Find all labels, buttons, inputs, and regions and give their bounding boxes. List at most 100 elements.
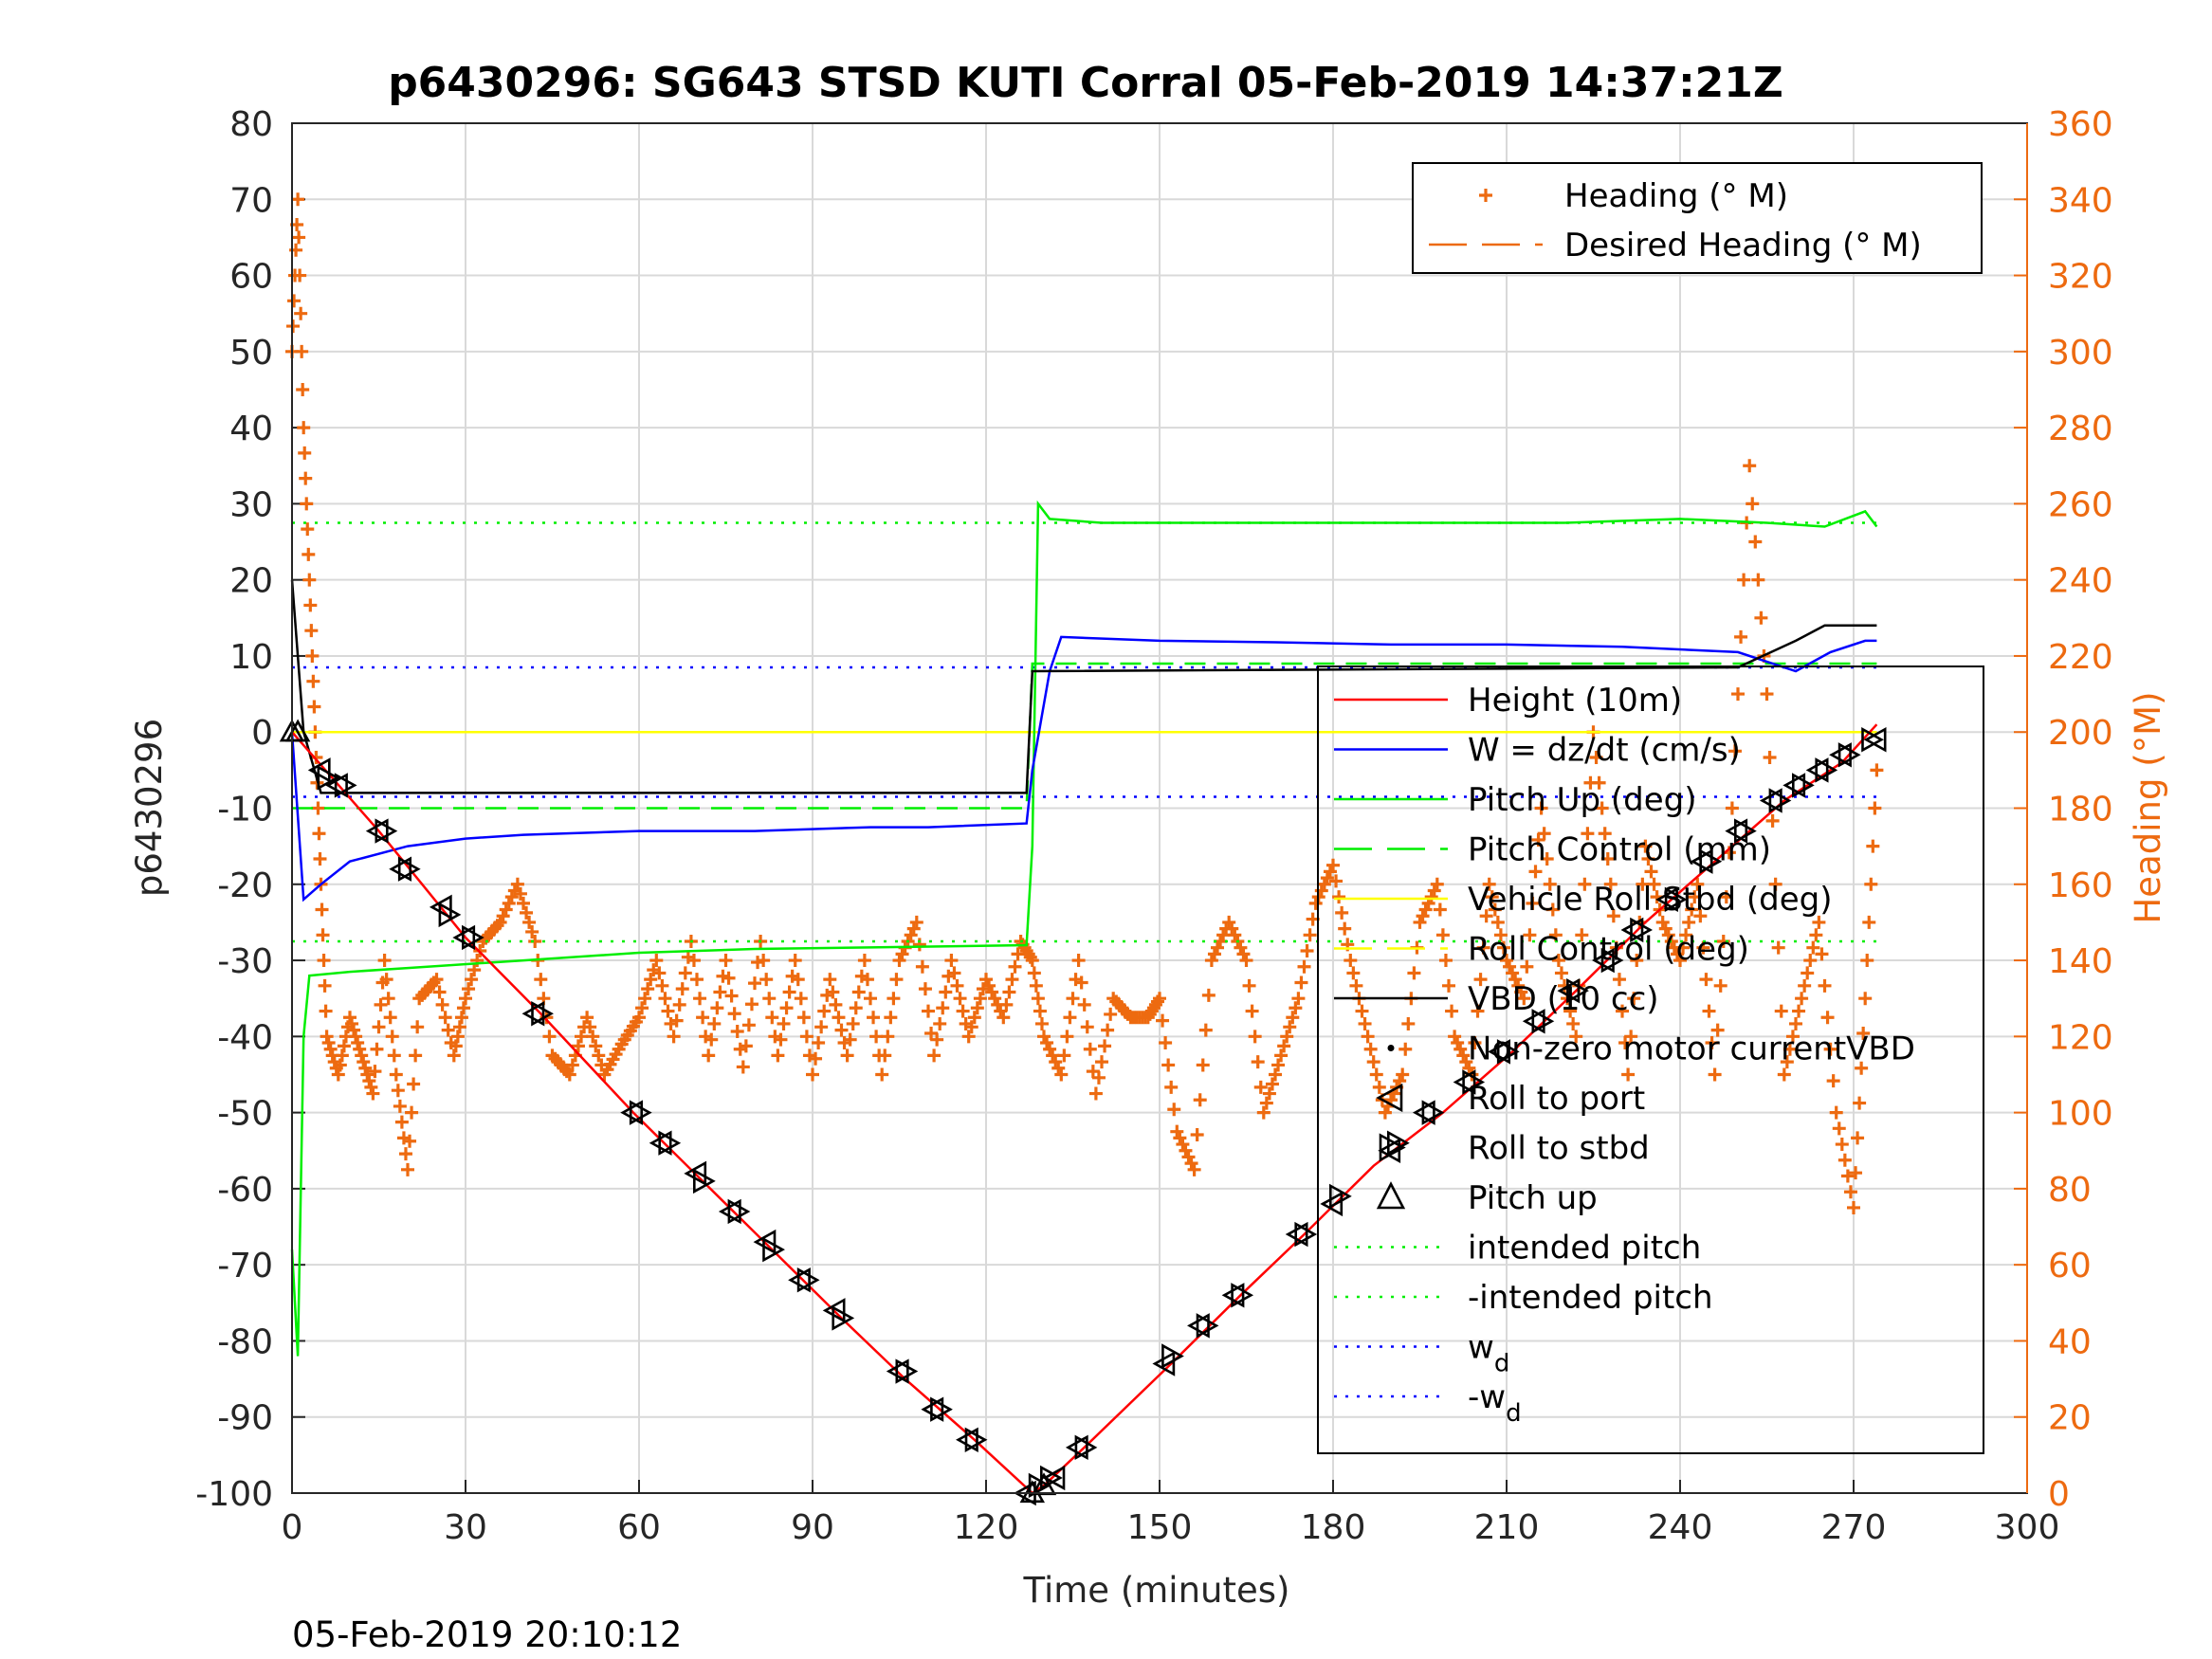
heading-point (1485, 890, 1499, 904)
heading-point (652, 966, 667, 980)
heading-point (1027, 966, 1041, 980)
heading-point (875, 1067, 889, 1082)
heading-point (319, 1004, 333, 1018)
heading-point (389, 1067, 403, 1082)
heading-point (1500, 954, 1513, 968)
heading-point (1476, 940, 1490, 955)
heading-point (1153, 992, 1166, 1006)
heading-point (304, 624, 319, 638)
heading-point (1621, 1067, 1636, 1082)
heading-point (349, 1030, 363, 1044)
roll-to-port-marker (1187, 1313, 1210, 1339)
roll-to-port-marker (389, 856, 412, 882)
heading-point (1280, 1030, 1294, 1044)
heading-point (996, 1011, 1011, 1025)
legend-label: Pitch Control (mm) (1468, 831, 1771, 869)
y-tick-label: -80 (217, 1322, 273, 1361)
heading-point (405, 1105, 419, 1120)
heading-point (1442, 978, 1455, 993)
heading-point (1303, 928, 1317, 942)
heading-point (333, 1058, 347, 1072)
heading-point (1216, 928, 1231, 942)
roll-to-port-marker (1412, 1100, 1435, 1125)
heading-point (1181, 1150, 1196, 1164)
roll-to-port-marker (1592, 947, 1615, 974)
heading-point (832, 1011, 846, 1025)
heading-point (1636, 877, 1650, 891)
heading-point (823, 973, 837, 987)
heading-point (1540, 852, 1554, 866)
legend-label-text: Roll to stbd (1468, 1130, 1650, 1168)
heading-point (356, 1055, 371, 1069)
heading-point (462, 982, 476, 996)
heading-point (1862, 915, 1876, 929)
legend-heading: Heading (° M) Desired Heading (° M) (1412, 162, 1983, 274)
roll-to-port-marker (452, 924, 476, 951)
heading-point (1699, 973, 1713, 987)
heading-point (1589, 750, 1603, 764)
heading-point (889, 973, 904, 987)
heading-point (1361, 1030, 1375, 1044)
heading-point (1673, 954, 1687, 968)
heading-point (1193, 1093, 1207, 1107)
y2-tick-label: 60 (2048, 1247, 2092, 1285)
heading-point (1598, 827, 1612, 841)
heading-point (298, 446, 312, 460)
heading-point (667, 1030, 681, 1044)
roll-to-stbd-marker (1861, 727, 1884, 753)
heading-point (1164, 1080, 1179, 1094)
heading-point (1451, 1036, 1465, 1050)
heading-point (794, 992, 808, 1006)
heading-point (1479, 909, 1493, 923)
heading-point (1040, 1036, 1054, 1050)
legend-label: Roll to port (1468, 1080, 1645, 1118)
heading-point (1198, 1023, 1213, 1037)
heading-point (988, 992, 1002, 1006)
heading-point (1098, 1039, 1112, 1053)
heading-point (704, 1032, 719, 1047)
legend-heading-swatch (1479, 189, 1492, 202)
heading-point (1025, 954, 1039, 968)
heading-point (1768, 877, 1782, 891)
heading-point (1691, 877, 1705, 891)
heading-point (303, 598, 318, 612)
heading-point (542, 1030, 557, 1044)
heading-point (1300, 944, 1314, 958)
heading-point (904, 928, 918, 942)
y-tick-label: -90 (217, 1399, 273, 1438)
roll-to-stbd-marker (1734, 818, 1757, 844)
timestamp: 05-Feb-2019 20:10:12 (292, 1614, 682, 1655)
heading-point (522, 915, 537, 929)
heading-point (401, 1162, 414, 1176)
heading-point (1002, 985, 1016, 999)
heading-point (1453, 1042, 1468, 1056)
legend-label: Pitch Up (deg) (1468, 781, 1696, 819)
heading-point (1754, 611, 1768, 625)
legend-label: Vehicle Roll Stbd (deg) (1468, 881, 1833, 919)
heading-point (1835, 1138, 1849, 1152)
heading-point (722, 971, 736, 985)
heading-point (1066, 992, 1080, 1006)
heading-point (1843, 1185, 1857, 1199)
x-tick-label: 180 (1301, 1508, 1366, 1547)
heading-point (826, 985, 840, 999)
heading-point (1063, 1011, 1077, 1025)
legend-label-text: Non-zero motor currentVBD (1468, 1030, 1915, 1068)
heading-point (707, 1016, 722, 1030)
heading-point (362, 1074, 376, 1088)
heading-point (301, 522, 315, 537)
heading-point (379, 973, 393, 987)
heading-point (302, 547, 316, 561)
roll-to-port-marker (684, 1160, 707, 1187)
heading-point (1847, 1200, 1860, 1214)
roll-to-stbd-marker (334, 773, 357, 798)
heading-point (759, 973, 774, 987)
heading-point (1528, 865, 1543, 879)
y2-tick-label: 100 (2048, 1095, 2113, 1134)
roll-to-stbd-marker (930, 1396, 953, 1422)
heading-point (1057, 1048, 1071, 1063)
heading-point (788, 954, 802, 968)
x-axis-label: Time (minutes) (1023, 1570, 1290, 1611)
heading-point (1818, 978, 1832, 993)
heading-point (294, 306, 308, 320)
